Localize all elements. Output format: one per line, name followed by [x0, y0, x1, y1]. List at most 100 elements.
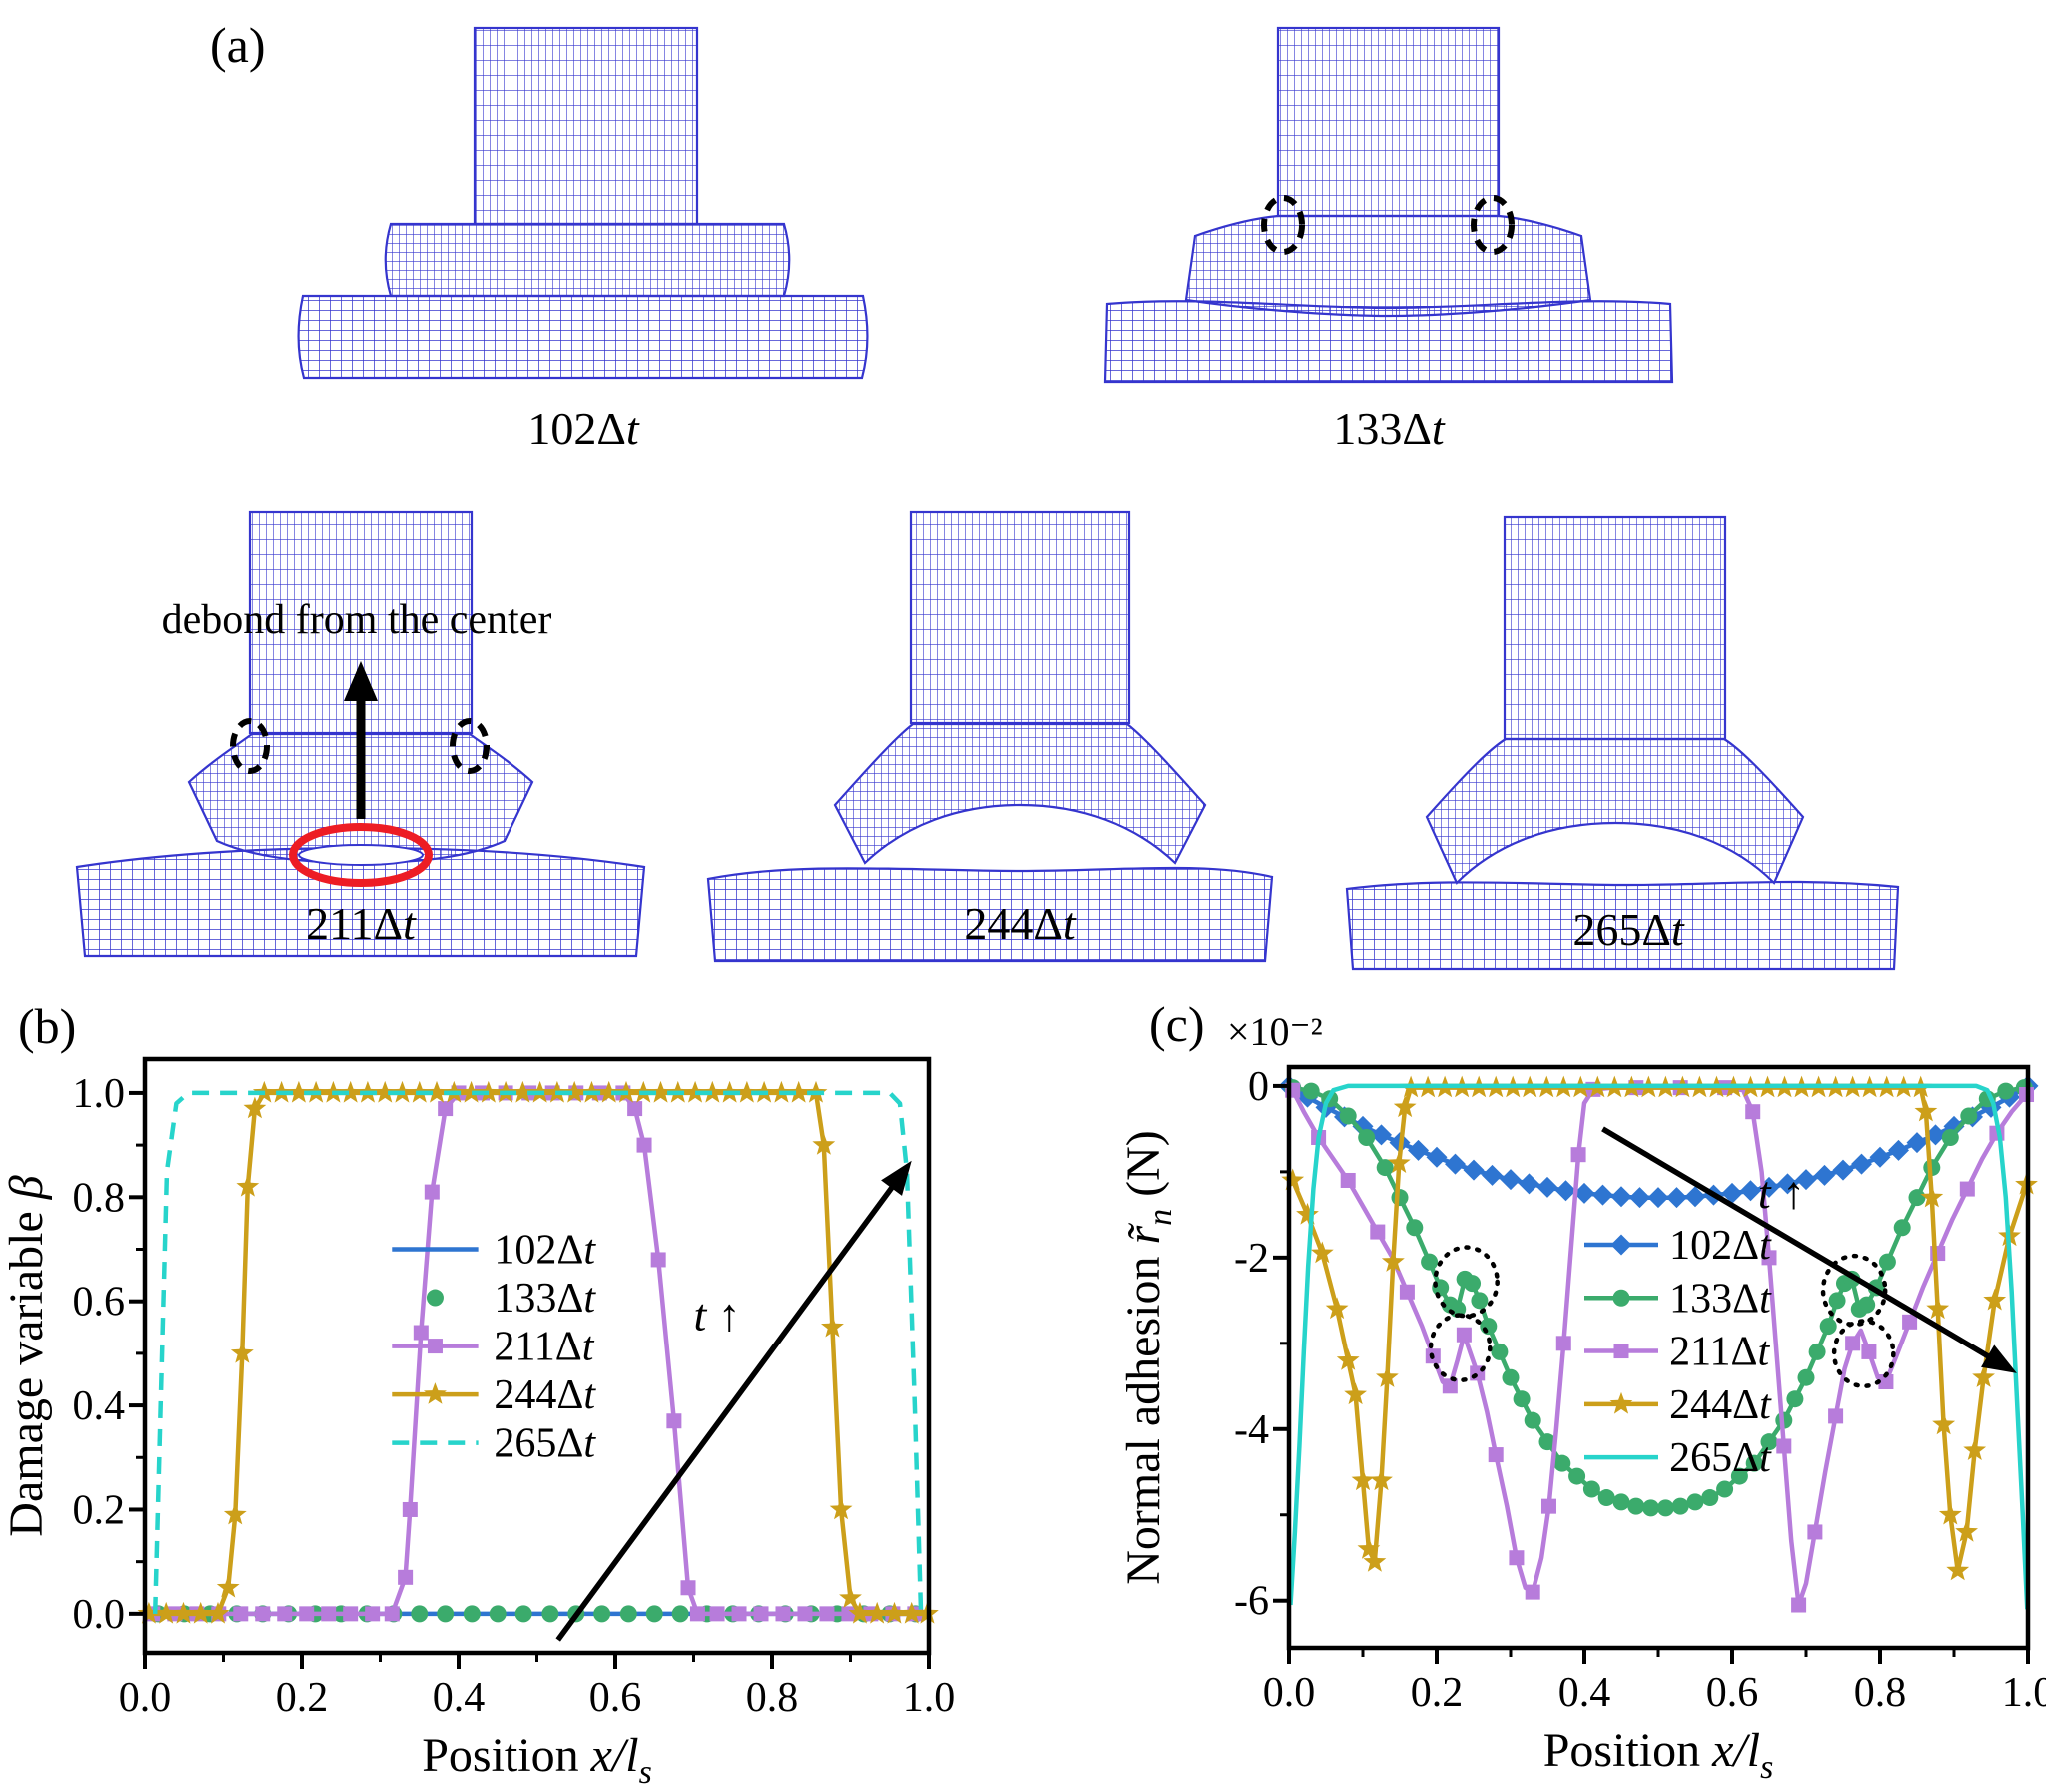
snapshot-label: 244Δt — [964, 898, 1077, 949]
marker-102Δt — [1482, 1164, 1503, 1186]
marker-211Δt — [1540, 1498, 1556, 1514]
marker-244Δt — [1281, 1168, 1305, 1191]
cell-layer-mesh — [384, 222, 791, 298]
marker-133Δt — [1960, 1107, 1978, 1125]
marker-133Δt — [1406, 1219, 1424, 1237]
x-label-prefix: Position — [1543, 1724, 1712, 1777]
marker-133Δt — [1302, 1082, 1320, 1100]
x-label-var: x/l — [1711, 1724, 1760, 1777]
up-arrow-icon: ↑ — [1771, 1167, 1806, 1218]
series-265Δt — [1288, 1083, 2030, 1610]
marker-133Δt — [1730, 1467, 1748, 1485]
marker-133Δt — [593, 1605, 611, 1623]
time-direction-arrow — [1601, 1126, 2000, 1365]
marker-211Δt — [797, 1606, 813, 1622]
legend-label-prefix: 265Δ — [494, 1421, 583, 1467]
legend-label-244Δt: 244Δt — [494, 1372, 596, 1418]
marker-133Δt — [1568, 1467, 1586, 1485]
marker-133Δt — [1376, 1159, 1394, 1177]
marker-211Δt — [666, 1413, 682, 1429]
legend-label-133Δt: 133Δt — [494, 1276, 596, 1322]
marker-211Δt — [384, 1606, 400, 1622]
substrate-mesh — [1345, 880, 1900, 971]
cell-layer-mesh — [1425, 737, 1805, 885]
marker-211Δt — [1878, 1374, 1894, 1390]
marker-102Δt — [1795, 1169, 1817, 1191]
marker-244Δt — [1926, 1297, 1950, 1320]
legend-label-t: t — [582, 1325, 595, 1370]
marker-102Δt — [1610, 1186, 1632, 1208]
marker-244Δt — [848, 1601, 872, 1624]
legend-label-244Δt: 244Δt — [1669, 1382, 1772, 1428]
marker-102Δt — [1445, 1153, 1466, 1175]
marker-244Δt — [1336, 1348, 1360, 1370]
marker-211Δt — [1442, 1378, 1458, 1394]
peak-highlight-ellipse — [1433, 1245, 1500, 1319]
marker-133Δt — [1491, 1343, 1509, 1360]
marker-133Δt — [1391, 1189, 1409, 1207]
x-tick-label: 0.2 — [276, 1675, 329, 1721]
legend-label-prefix: 265Δ — [1669, 1435, 1759, 1481]
marker-133Δt — [514, 1605, 532, 1623]
marker-211Δt — [424, 1184, 440, 1200]
t-var: t — [694, 1289, 708, 1340]
x-label-prefix: Position — [422, 1729, 590, 1782]
marker-133Δt — [1941, 1128, 1959, 1146]
marker-211Δt — [321, 1606, 337, 1622]
crack-initiation-circle-left — [1261, 195, 1305, 255]
y-axis-label: Normal adhesion r̃n (N) — [1117, 1130, 1179, 1585]
marker-211Δt — [1745, 1104, 1761, 1120]
marker-133Δt — [1797, 1368, 1815, 1386]
panel-label: (c) — [1149, 996, 1205, 1052]
marker-211Δt — [365, 1606, 381, 1622]
marker-133Δt — [1656, 1499, 1674, 1517]
pillar-mesh — [473, 26, 699, 226]
marker-244Δt — [236, 1174, 260, 1197]
marker-102Δt — [1408, 1139, 1429, 1161]
y-tick-label: 0.0 — [73, 1592, 126, 1638]
marker-102Δt — [1629, 1187, 1650, 1209]
snapshot-label: 133Δt — [1333, 403, 1446, 453]
legend-marker-244Δt — [1609, 1391, 1633, 1414]
x-tick-label: 0.6 — [1706, 1670, 1759, 1716]
series-265Δt — [152, 1090, 924, 1614]
marker-244Δt — [1393, 1095, 1417, 1118]
marker-244Δt — [1381, 1250, 1405, 1272]
marker-133Δt — [1513, 1390, 1531, 1408]
marker-211Δt — [277, 1606, 293, 1622]
y-tick-label: 0.4 — [73, 1383, 126, 1429]
series-line-265Δt — [152, 1090, 924, 1614]
marker-102Δt — [1832, 1159, 1854, 1181]
peak-highlight-ellipse — [1831, 1319, 1896, 1389]
peak-highlight-ellipse — [1428, 1313, 1493, 1383]
y-axis-label: Damage variable β — [0, 1175, 53, 1536]
marker-133Δt — [1908, 1189, 1926, 1207]
legend-marker-102Δt — [1610, 1234, 1632, 1256]
marker-244Δt — [1387, 1151, 1411, 1173]
x-tick-label: 0.8 — [1854, 1670, 1907, 1716]
marker-133Δt — [1502, 1368, 1520, 1386]
marker-244Δt — [1363, 1550, 1387, 1572]
panel-a-meshes: (a) 102Δt 133Δt debo — [75, 17, 1900, 971]
marker-133Δt — [1339, 1107, 1357, 1125]
marker-133Δt — [1627, 1497, 1645, 1515]
marker-211Δt — [1555, 1336, 1571, 1351]
marker-133Δt — [1612, 1493, 1630, 1511]
x-tick-label: 1.0 — [903, 1675, 956, 1721]
marker-211Δt — [680, 1580, 696, 1596]
marker-133Δt — [1701, 1489, 1719, 1507]
marker-244Δt — [1296, 1202, 1319, 1225]
marker-133Δt — [619, 1605, 637, 1623]
snapshot-label: 265Δt — [1572, 904, 1685, 955]
y-tick-label: 0 — [1248, 1064, 1269, 1110]
t-increase-label: t ↑ — [694, 1289, 741, 1340]
time-direction-arrowhead — [881, 1160, 912, 1196]
y-tick-label: -4 — [1234, 1407, 1269, 1453]
y-label-prefix: Normal adhesion — [1117, 1245, 1170, 1585]
marker-244Δt — [812, 1133, 836, 1155]
marker-133Δt — [1878, 1253, 1896, 1271]
marker-211Δt — [1761, 1250, 1777, 1266]
crack-initiation-circle-right — [1471, 195, 1515, 255]
y-label-sub: n — [1142, 1209, 1179, 1226]
